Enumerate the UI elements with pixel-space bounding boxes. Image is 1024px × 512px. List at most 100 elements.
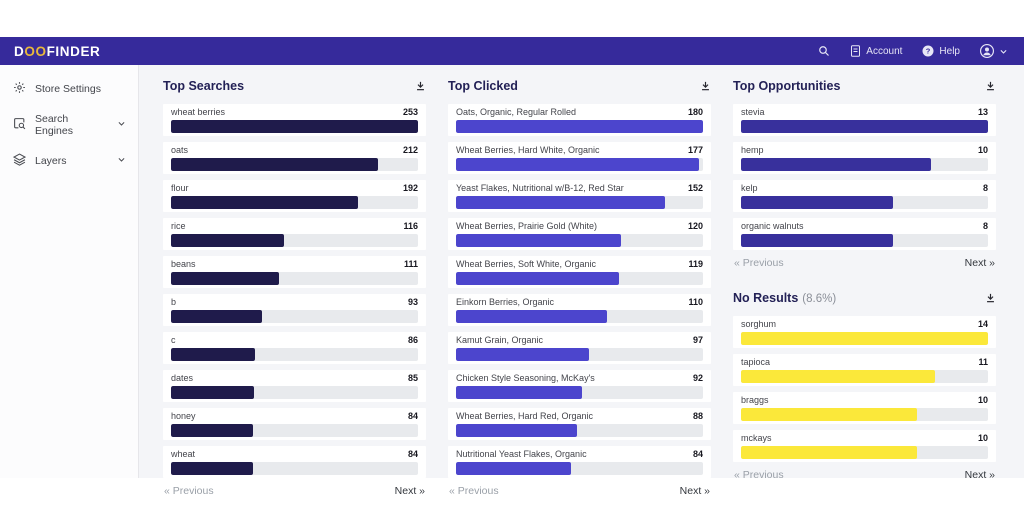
help-label: Help <box>939 45 960 57</box>
item-label: Oats, Organic, Regular Rolled <box>456 108 577 117</box>
item-value: 84 <box>407 449 418 459</box>
list-item: stevia 13 <box>733 104 996 136</box>
account-menu[interactable]: Account <box>850 45 902 57</box>
bar-fill <box>171 424 253 437</box>
item-label: oats <box>171 146 189 155</box>
bar-track <box>741 332 988 345</box>
item-label: braggs <box>741 396 769 405</box>
bar-list: stevia 13 hemp 10 kelp 8 organic walnuts… <box>733 104 996 250</box>
list-item: Einkorn Berries, Organic 110 <box>448 294 711 326</box>
pagination-previous[interactable]: « Previous <box>164 485 214 497</box>
bar-fill <box>741 370 936 383</box>
bar-fill <box>171 120 418 133</box>
sidebar-item-label: Layers <box>35 155 67 167</box>
bar-fill <box>456 310 607 323</box>
help-menu[interactable]: ? Help <box>922 45 960 57</box>
column-opportunities-noresults: Top Opportunities stevia 13 hemp 10 kelp… <box>733 77 996 487</box>
doofinder-logo[interactable]: DOOFINDER <box>14 44 100 59</box>
pagination-previous[interactable]: « Previous <box>734 469 784 481</box>
sidebar-item-label: Search Engines <box>35 113 73 137</box>
download-icon[interactable] <box>415 80 426 92</box>
item-label: Einkorn Berries, Organic <box>456 298 555 307</box>
sidebar-item-store-settings[interactable]: Store Settings <box>0 73 138 105</box>
item-label: Wheat Berries, Prairie Gold (White) <box>456 222 598 231</box>
column-top-clicked: Top Clicked Oats, Organic, Regular Rolle… <box>448 77 711 503</box>
item-label: organic walnuts <box>741 222 804 231</box>
bar-list: sorghum 14 tapioca 11 braggs 10 mckays 1… <box>733 316 996 462</box>
list-item: sorghum 14 <box>733 316 996 348</box>
list-item: Wheat Berries, Soft White, Organic 119 <box>448 256 711 288</box>
item-value: 8 <box>982 221 988 231</box>
list-item: wheat 84 <box>163 446 426 478</box>
bar-fill <box>456 272 620 285</box>
item-value: 8 <box>982 183 988 193</box>
item-label: Wheat Berries, Hard Red, Organic <box>456 412 594 421</box>
bar-track <box>171 272 418 285</box>
bar-fill <box>171 348 255 361</box>
bar-track <box>741 408 988 421</box>
item-value: 111 <box>403 259 418 269</box>
bar-fill <box>456 196 665 209</box>
bar-fill <box>171 234 285 247</box>
search-button[interactable] <box>818 45 830 57</box>
item-value: 97 <box>692 335 703 345</box>
item-label: mckays <box>741 434 772 443</box>
bar-track <box>171 310 418 323</box>
bar-fill <box>741 158 931 171</box>
bar-fill <box>171 310 262 323</box>
bar-fill <box>456 386 583 399</box>
item-value: 93 <box>407 297 418 307</box>
list-item: honey 84 <box>163 408 426 440</box>
bar-fill <box>741 408 918 421</box>
item-label: Kamut Grain, Organic <box>456 336 544 345</box>
top-navbar: DOOFINDER Account ? Help <box>0 37 1024 65</box>
item-value: 152 <box>687 183 703 193</box>
sidebar-item-search-engines[interactable]: Search Engines <box>0 105 138 145</box>
list-item: Wheat Berries, Hard Red, Organic 88 <box>448 408 711 440</box>
list-item: flour 192 <box>163 180 426 212</box>
logo-finder: FINDER <box>46 43 101 59</box>
pagination-previous[interactable]: « Previous <box>449 485 499 497</box>
bar-fill <box>171 196 359 209</box>
sidebar-item-layers[interactable]: Layers <box>0 145 138 177</box>
svg-text:?: ? <box>926 47 931 56</box>
bar-track <box>741 446 988 459</box>
sidebar-item-label: Store Settings <box>35 83 101 95</box>
item-value: 92 <box>692 373 703 383</box>
item-value: 10 <box>977 433 988 443</box>
item-value: 10 <box>977 145 988 155</box>
list-item: c 86 <box>163 332 426 364</box>
download-icon[interactable] <box>700 80 711 92</box>
bar-fill <box>741 120 988 133</box>
list-item: tapioca 11 <box>733 354 996 386</box>
bar-track <box>171 424 418 437</box>
logo-d: D <box>14 43 25 59</box>
item-label: Yeast Flakes, Nutritional w/B-12, Red St… <box>456 184 624 193</box>
list-item: wheat berries 253 <box>163 104 426 136</box>
pagination-next[interactable]: Next » <box>679 485 710 497</box>
user-menu[interactable] <box>980 44 1008 58</box>
pagination-next[interactable]: Next » <box>964 469 995 481</box>
item-label: c <box>171 336 176 345</box>
list-item: beans 111 <box>163 256 426 288</box>
bar-track <box>456 120 703 133</box>
pagination-previous[interactable]: « Previous <box>734 257 784 269</box>
bar-track <box>171 462 418 475</box>
gear-icon <box>13 81 26 97</box>
bar-fill <box>741 234 893 247</box>
layers-icon <box>12 153 27 169</box>
document-icon <box>850 45 861 57</box>
bar-track <box>456 234 703 247</box>
item-label: hemp <box>741 146 764 155</box>
download-icon[interactable] <box>985 292 996 304</box>
item-value: 85 <box>407 373 418 383</box>
list-item: Chicken Style Seasoning, McKay's 92 <box>448 370 711 402</box>
bar-track <box>171 348 418 361</box>
pagination-next[interactable]: Next » <box>964 257 995 269</box>
bar-track <box>741 370 988 383</box>
bar-track <box>741 196 988 209</box>
download-icon[interactable] <box>985 80 996 92</box>
panel-title: No Results (8.6%) <box>733 291 837 305</box>
pagination-next[interactable]: Next » <box>394 485 425 497</box>
